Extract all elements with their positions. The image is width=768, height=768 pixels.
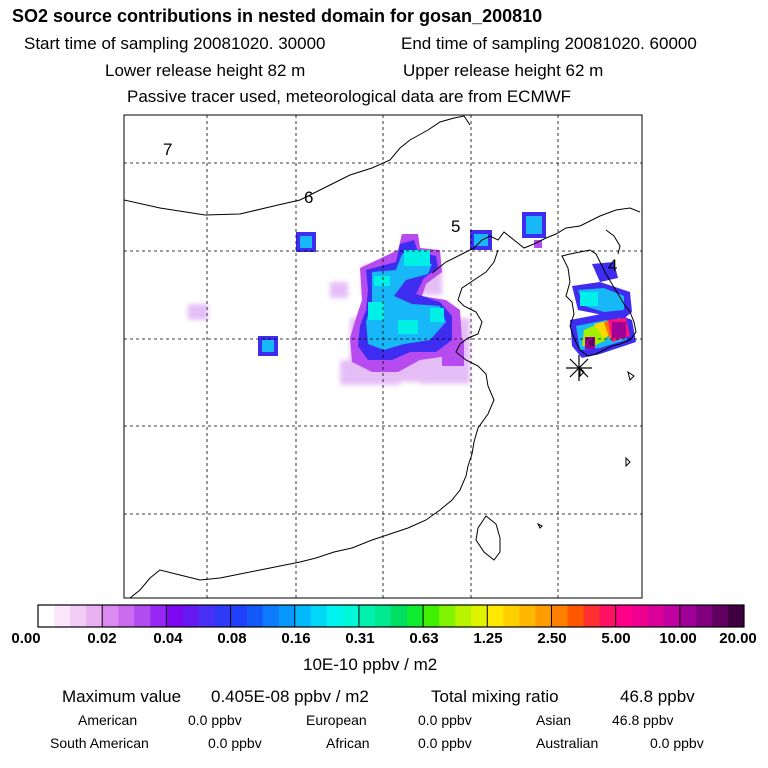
plume-cyan-layer <box>368 250 598 334</box>
start-time-label: Start time of sampling 20081020. 30000 <box>24 34 326 53</box>
asterisk-icon <box>566 355 592 381</box>
colorbar-tick: 10.00 <box>659 630 697 647</box>
colorbar-swatch <box>711 605 729 627</box>
colorbar-swatch <box>374 605 392 627</box>
colorbar-swatch <box>214 605 232 627</box>
colorbar-swatch <box>471 605 488 627</box>
concentration-plume <box>188 212 636 385</box>
colorbar-swatch <box>439 605 456 627</box>
colorbar-swatch <box>551 605 568 627</box>
lower-release-height-label: Lower release height 82 m <box>105 61 306 80</box>
upper-release-height-label: Upper release height 62 m <box>403 61 604 80</box>
colorbar-swatch <box>615 605 633 627</box>
colorbar-swatch <box>647 605 665 627</box>
colorbar-tick: 20.00 <box>719 630 757 647</box>
colorbar-tick: 0.02 <box>87 630 117 647</box>
colorbar-swatch <box>294 605 312 627</box>
colorbar-swatch <box>679 605 697 627</box>
region-name: South American <box>50 735 149 751</box>
contour-labels: 7 6 5 4 <box>163 140 617 275</box>
colorbar-swatch <box>423 605 440 627</box>
colorbar-swatch <box>391 605 408 627</box>
contour-label: 4 <box>608 256 617 275</box>
colorbar-swatch <box>342 605 360 627</box>
total-mixing-value: 46.8 ppbv <box>620 687 695 706</box>
colorbar-frame <box>37 604 745 628</box>
colorbar-swatch <box>150 605 167 627</box>
colorbar-tick: 0.08 <box>217 630 247 647</box>
colorbar-swatch <box>310 605 328 627</box>
colorbar-swatch <box>631 605 649 627</box>
colorbar <box>37 604 745 628</box>
colorbar-swatch <box>663 605 681 627</box>
region-name: American <box>78 712 138 728</box>
colorbar-swatch <box>118 605 135 627</box>
colorbar-swatch <box>455 605 472 627</box>
colorbar-tick: 0.00 <box>11 630 41 647</box>
total-mixing-label: Total mixing ratio <box>431 687 559 706</box>
colorbar-tick: 0.16 <box>281 630 311 647</box>
map-frame <box>123 114 643 599</box>
colorbar-tick: 0.63 <box>409 630 439 647</box>
colorbar-swatch <box>727 605 745 627</box>
colorbar-swatch <box>567 605 585 627</box>
colorbar-swatch <box>407 605 424 627</box>
colorbar-swatch <box>599 605 617 627</box>
contour-label: 5 <box>451 217 460 236</box>
end-time-label: End time of sampling 20081020. 60000 <box>401 34 697 53</box>
tracer-note: Passive tracer used, meteorological data… <box>127 87 572 106</box>
region-name: African <box>326 735 370 751</box>
region-name: Asian <box>536 712 572 728</box>
colorbar-swatch <box>198 605 215 627</box>
region-value: 0.0 ppbv <box>208 735 262 751</box>
contour-label: 7 <box>163 140 172 159</box>
colorbar-swatch <box>278 605 296 627</box>
colorbar-tick: 2.50 <box>537 630 567 647</box>
lat-lon-grid <box>124 115 642 598</box>
colorbar-swatch <box>326 605 344 627</box>
colorbar-swatch <box>86 605 103 627</box>
colorbar-tick: 5.00 <box>601 630 631 647</box>
colorbar-swatch <box>102 605 119 627</box>
region-value: 46.8 ppbv <box>612 712 674 728</box>
max-value: 0.405E-08 ppbv / m2 <box>211 687 369 706</box>
colorbar-tick: 1.25 <box>473 630 503 647</box>
colorbar-swatch <box>695 605 713 627</box>
colorbar-swatch <box>535 605 552 627</box>
colorbar-swatch <box>503 605 520 627</box>
max-value-label: Maximum value <box>62 687 182 706</box>
colorbar-swatch <box>230 605 248 627</box>
region-value: 0.0 ppbv <box>418 712 472 728</box>
colorbar-tick: 0.04 <box>153 630 183 647</box>
colorbar-swatch <box>70 605 87 627</box>
colorbar-swatch <box>246 605 264 627</box>
colorbar-tick: 0.31 <box>345 630 375 647</box>
contour-label: 6 <box>304 188 313 207</box>
region-value: 0.0 ppbv <box>650 735 704 751</box>
colorbar-swatch <box>38 605 55 627</box>
colorbar-swatch <box>583 605 601 627</box>
colorbar-swatch <box>262 605 280 627</box>
colorbar-swatch <box>134 605 151 627</box>
colorbar-swatch <box>182 605 199 627</box>
colorbar-swatch <box>166 605 183 627</box>
region-name: European <box>306 712 367 728</box>
coastlines <box>124 115 641 598</box>
colorbar-units: 10E-10 ppbv / m2 <box>303 655 438 674</box>
region-name: Australian <box>536 735 599 751</box>
colorbar-swatch <box>519 605 536 627</box>
colorbar-swatch <box>54 605 71 627</box>
plot-title: SO2 source contributions in nested domai… <box>12 6 543 26</box>
plume-hotspot <box>582 318 630 349</box>
colorbar-swatch <box>487 605 504 627</box>
colorbar-swatch <box>358 605 376 627</box>
region-value: 0.0 ppbv <box>418 735 472 751</box>
region-value: 0.0 ppbv <box>188 712 242 728</box>
